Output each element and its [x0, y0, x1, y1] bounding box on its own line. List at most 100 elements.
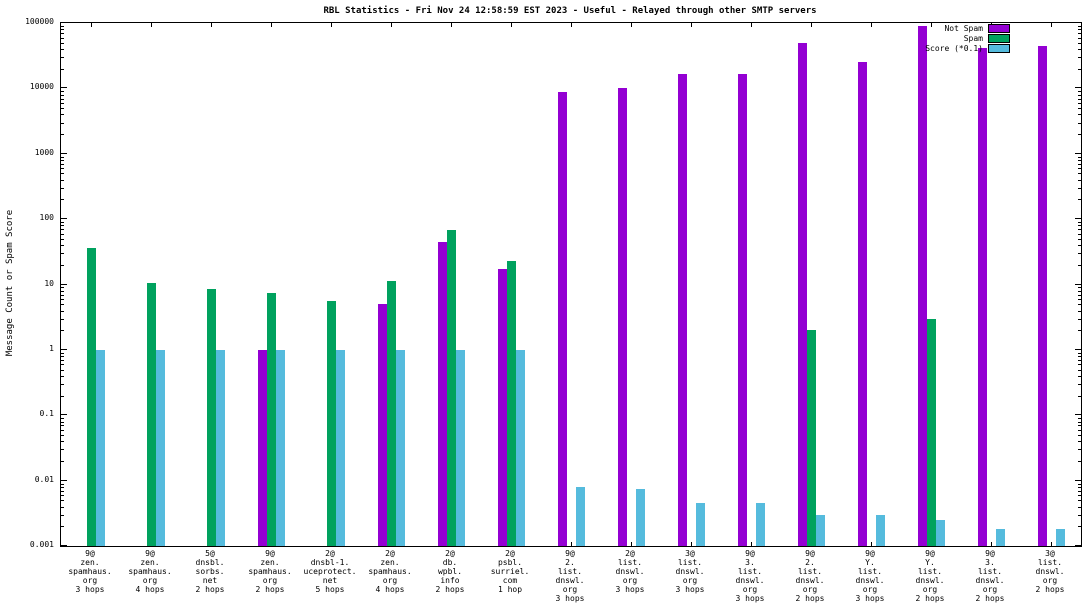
bar-spam [806, 330, 816, 546]
bar-not-spam [977, 47, 987, 546]
x-category-label: 2@ db. wpbl. info 2 hops [435, 549, 465, 594]
y-major-tick-left [61, 479, 67, 481]
y-minor-tick-left [61, 42, 64, 44]
bar-spam [326, 301, 336, 546]
y-minor-tick-left [61, 434, 64, 436]
y-minor-tick-left [61, 318, 64, 320]
x-tick-top [871, 23, 872, 27]
y-minor-tick-right [1078, 310, 1081, 312]
y-minor-tick-right [1078, 418, 1081, 420]
y-minor-tick-right [1078, 495, 1081, 497]
y-minor-tick-left [61, 352, 64, 354]
plot-area [60, 22, 1082, 547]
y-minor-tick-left [61, 514, 64, 516]
y-minor-tick-left [61, 199, 64, 201]
y-minor-tick-left [61, 233, 64, 235]
y-minor-tick-left [61, 304, 64, 306]
y-minor-tick-left [61, 441, 64, 443]
y-minor-tick-left [61, 264, 64, 266]
legend-label-score: Score (*0.1) [925, 44, 983, 53]
y-minor-tick-right [1078, 160, 1081, 162]
x-tick-top [91, 23, 92, 27]
y-minor-tick-right [1078, 122, 1081, 124]
bar-not-spam [917, 26, 927, 546]
bar-spam [146, 283, 156, 546]
y-minor-tick-left [61, 290, 64, 292]
y-major-tick-right [1075, 22, 1081, 23]
y-minor-tick-left [61, 114, 64, 116]
y-minor-tick-right [1078, 330, 1081, 332]
y-minor-tick-left [61, 299, 64, 300]
bar-spam [86, 248, 96, 546]
y-minor-tick-right [1078, 25, 1081, 27]
legend-swatch-score [988, 44, 1010, 53]
bar-score-0-1 [275, 349, 285, 546]
x-tick-top [631, 23, 632, 27]
y-minor-tick-right [1078, 98, 1081, 100]
y-minor-tick-left [61, 156, 64, 158]
y-minor-tick-right [1078, 29, 1081, 31]
y-minor-tick-right [1078, 460, 1081, 462]
y-minor-tick-left [61, 330, 64, 332]
y-minor-tick-right [1078, 225, 1081, 227]
bar-score-0-1 [515, 349, 525, 546]
x-tick-top [451, 23, 452, 27]
x-tick-top [931, 23, 932, 27]
y-minor-tick-left [61, 369, 64, 371]
x-category-label: 3@ list. dnswl. org 2 hops [1035, 549, 1065, 594]
y-minor-tick-right [1078, 352, 1081, 354]
y-minor-tick-left [61, 486, 64, 488]
x-tick-top [331, 23, 332, 27]
y-minor-tick-left [61, 526, 64, 528]
y-major-tick-right [1075, 87, 1081, 89]
y-minor-tick-left [61, 506, 64, 508]
y-tick-label: 0.1 [39, 409, 54, 419]
y-major-tick-right [1075, 152, 1081, 154]
y-minor-tick-right [1078, 425, 1081, 427]
y-minor-tick-right [1078, 114, 1081, 116]
bar-spam [206, 289, 216, 546]
bar-spam [926, 318, 936, 546]
bar-score-0-1 [335, 349, 345, 546]
bar-score-0-1 [215, 349, 225, 546]
y-minor-tick-left [61, 122, 64, 124]
bar-score-0-1 [95, 349, 105, 546]
y-major-tick-left [61, 414, 67, 416]
y-major-tick-left [61, 22, 67, 23]
y-minor-tick-right [1078, 490, 1081, 492]
legend-label-not-spam: Not Spam [944, 24, 983, 33]
y-minor-tick-right [1078, 318, 1081, 320]
y-minor-tick-left [61, 29, 64, 31]
y-minor-tick-right [1078, 199, 1081, 201]
y-minor-tick-left [61, 483, 64, 485]
y-minor-tick-left [61, 253, 64, 255]
x-tick-bottom [571, 542, 572, 546]
bar-score-0-1 [755, 503, 765, 546]
y-minor-tick-left [61, 287, 64, 289]
y-minor-tick-right [1078, 238, 1081, 240]
y-minor-tick-left [61, 160, 64, 162]
y-minor-tick-right [1078, 173, 1081, 175]
bar-not-spam [737, 74, 747, 546]
y-minor-tick-right [1078, 179, 1081, 181]
bar-not-spam [437, 241, 447, 546]
y-minor-tick-right [1078, 429, 1081, 431]
bar-score-0-1 [875, 514, 885, 546]
y-minor-tick-right [1078, 369, 1081, 371]
x-category-label: 9@ 3. list. dnswl. org 2 hops [975, 549, 1005, 603]
y-minor-tick-left [61, 375, 64, 377]
y-minor-tick-left [61, 98, 64, 100]
y-minor-tick-right [1078, 68, 1081, 70]
y-minor-tick-left [61, 49, 64, 50]
y-minor-tick-left [61, 421, 64, 423]
y-minor-tick-right [1078, 102, 1081, 104]
bar-not-spam [557, 92, 567, 546]
y-minor-tick-right [1078, 294, 1081, 296]
bar-score-0-1 [455, 349, 465, 546]
y-minor-tick-left [61, 33, 64, 35]
y-minor-tick-left [61, 500, 64, 502]
bar-score-0-1 [815, 514, 825, 546]
y-minor-tick-left [61, 173, 64, 175]
y-tick-label: 0.001 [29, 540, 54, 549]
